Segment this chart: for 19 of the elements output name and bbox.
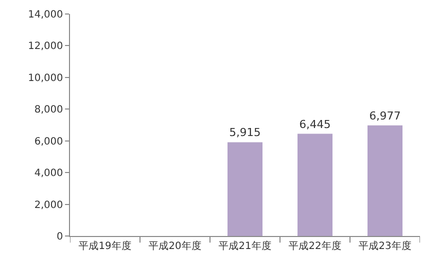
- bar: [368, 125, 402, 236]
- x-tick-label: 平成21年度: [218, 240, 272, 252]
- bar: [298, 134, 332, 236]
- y-tick-label: 10,000: [28, 72, 63, 84]
- y-tick-label: 14,000: [28, 10, 63, 20]
- data-label: 5,915: [229, 126, 261, 140]
- y-tick-label: 2,000: [34, 200, 63, 211]
- y-tick-label: 6,000: [34, 136, 63, 148]
- y-tick-label: 0: [56, 232, 63, 242]
- bar: [228, 142, 262, 236]
- x-tick-label: 平成20年度: [148, 240, 202, 252]
- x-tick-label: 平成22年度: [288, 240, 342, 252]
- y-tick-label: 4,000: [34, 168, 63, 180]
- x-tick-label: 平成19年度: [78, 240, 132, 252]
- x-tick-label: 平成23年度: [358, 240, 412, 252]
- y-tick-label: 8,000: [34, 104, 63, 116]
- data-label: 6,445: [299, 118, 331, 131]
- data-label: 6,977: [369, 109, 401, 122]
- y-tick-label: 12,000: [28, 41, 63, 52]
